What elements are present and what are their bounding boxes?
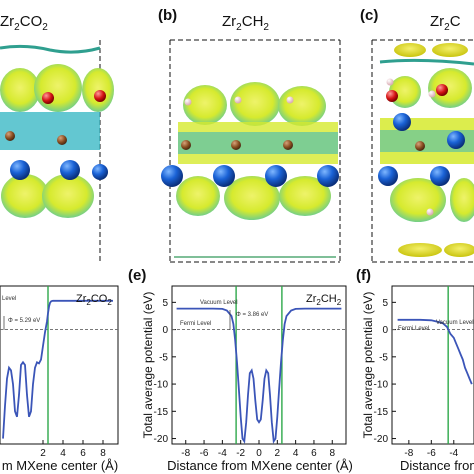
x-tick-label: -8 — [404, 448, 413, 459]
atoms — [378, 78, 465, 216]
y-tick-label: -20 — [154, 434, 169, 445]
y-tick-label: 0 — [382, 325, 388, 336]
charge-density-lobes — [0, 64, 114, 218]
panel-f-ylabel: Total average potential (eV) — [361, 292, 375, 439]
y-tick-label: -10 — [154, 380, 169, 391]
chart-f: 5 0 -5 -10 -15 -20 -8 -6 -4 — [374, 285, 474, 459]
y-tick-label: -10 — [374, 380, 389, 391]
panel-b-formula: Zr2CH2 — [222, 13, 269, 33]
panel-a-structure: Zr2CO2 — [0, 13, 114, 262]
x-tick-label: 8 — [329, 448, 335, 459]
panel-e-label: (e) — [128, 267, 146, 284]
y-tick-label: -20 — [374, 434, 389, 445]
vacuum-level-label: Vacuum Level — [200, 300, 238, 306]
x-tick-label: 4 — [293, 448, 299, 459]
potential-curve — [176, 307, 342, 444]
y-tick-label: -5 — [379, 352, 388, 363]
plot-frame — [0, 285, 119, 445]
x-tick-label: -6 — [427, 448, 436, 459]
y-tick-label: 5 — [162, 298, 168, 309]
panel-c-label: (c) — [360, 7, 378, 24]
x-tick-label: 6 — [80, 448, 86, 459]
panel-e-xlabel: Distance from MXene center (Å) — [167, 458, 353, 473]
y-tick-label: -15 — [154, 407, 169, 418]
x-tick-label: 4 — [60, 448, 66, 459]
potential-curve — [2, 299, 113, 439]
charge-density-lobes — [176, 82, 338, 220]
chart-annotations: Level Φ = 5.29 eV Zr2CO2 m MXene center (Å)… — [2, 267, 474, 473]
x-tick-label: 2 — [40, 448, 46, 459]
chart-d: 2 4 6 8 — [0, 285, 119, 459]
vacuum-level-label: Vacuum Level — [436, 320, 474, 326]
y-tick-label: 0 — [162, 325, 168, 336]
panel-b-label: (b) — [158, 7, 177, 24]
plot-frame — [391, 285, 474, 445]
panel-a-formula: Zr2CO2 — [0, 13, 48, 33]
chart-e: 50-5-10-15-20-8 -6 -4 -2 0 2 4 6 8 — [154, 285, 347, 459]
x-tick-label: 8 — [100, 448, 106, 459]
panel-f-label: (f) — [356, 267, 371, 284]
panel-d-xlabel: m MXene center (Å) — [2, 458, 118, 473]
x-tick-label: 0 — [256, 448, 262, 459]
panel-e-formula: Zr2CH2 — [306, 293, 342, 307]
y-tick-label: 5 — [382, 298, 388, 309]
atoms — [5, 90, 108, 180]
atoms — [161, 96, 339, 187]
x-tick-label: 2 — [275, 448, 281, 459]
y-tick-label: -15 — [374, 407, 389, 418]
panel-c-formula: Zr2C — [430, 13, 461, 33]
work-function-label: Φ = 5.29 eV — [8, 318, 40, 324]
vacuum-level-label: Level — [2, 296, 16, 302]
x-tick-label: 6 — [311, 448, 317, 459]
panel-b-structure: (b) Zr2CH2 — [158, 7, 341, 263]
x-tick-label: -6 — [200, 448, 209, 459]
x-tick-label: -2 — [236, 448, 245, 459]
x-tick-label: -4 — [449, 448, 458, 459]
panel-c-structure: (c) Zr2C — [360, 7, 474, 263]
x-tick-label: -8 — [181, 448, 190, 459]
fermi-level-label: Fermi Level — [398, 326, 429, 332]
fermi-level-label: Fermi Level — [180, 321, 211, 327]
panel-e-ylabel: Total average potential (eV) — [141, 292, 155, 439]
panel-f-xlabel: Distance from — [400, 458, 474, 473]
plot-frame — [171, 285, 347, 445]
panel-d-formula: Zr2CO2 — [76, 293, 112, 307]
work-function-label: Φ = 3.86 eV — [236, 312, 268, 318]
x-tick-label: -4 — [218, 448, 227, 459]
y-tick-label: -5 — [159, 352, 168, 363]
potential-curve — [397, 318, 473, 385]
